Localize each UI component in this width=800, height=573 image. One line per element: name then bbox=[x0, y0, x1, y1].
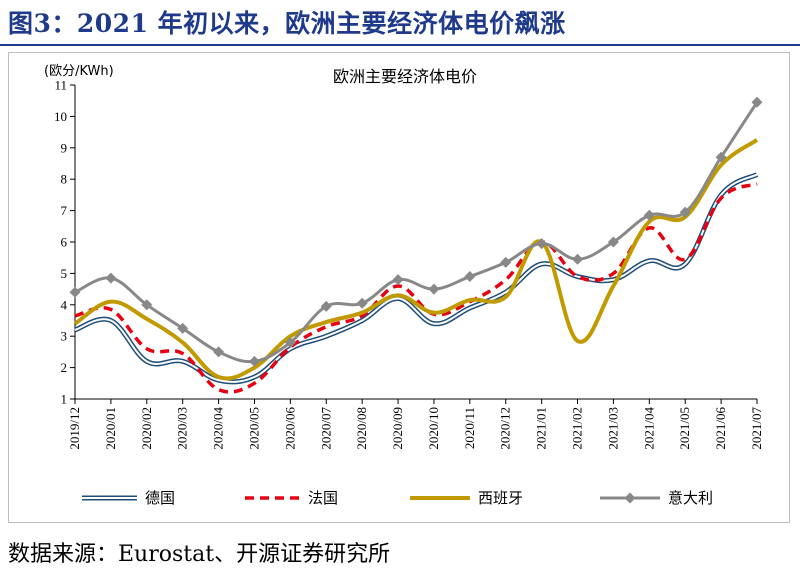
x-tick-label: 2020/12 bbox=[498, 407, 513, 450]
x-tick-label: 2020/05 bbox=[246, 407, 261, 450]
x-tick-label: 2020/08 bbox=[354, 407, 369, 450]
series-4-line bbox=[74, 101, 759, 364]
x-tick-label: 2020/06 bbox=[282, 407, 297, 450]
x-tick-label: 2020/01 bbox=[103, 407, 118, 450]
x-tick-label: 2020/03 bbox=[175, 407, 190, 450]
y-tick-label: 7 bbox=[61, 203, 68, 218]
x-tick-label: 2020/02 bbox=[139, 407, 154, 450]
series-lines bbox=[69, 96, 763, 394]
series-4-point bbox=[715, 151, 727, 163]
legend-2-label: 法国 bbox=[308, 489, 338, 507]
legend: 德国 法国 西班牙 意大利 bbox=[82, 489, 713, 507]
x-tick-label: 2020/09 bbox=[390, 407, 405, 450]
y-tick-label: 8 bbox=[61, 172, 68, 187]
series-4-point bbox=[69, 286, 81, 298]
x-tick-label: 2020/07 bbox=[318, 407, 333, 450]
series-4-point bbox=[572, 253, 584, 265]
x-tick-label: 2021/01 bbox=[534, 407, 549, 450]
x-tick-label: 2021/04 bbox=[641, 407, 656, 450]
y-tick-label: 1 bbox=[61, 392, 68, 407]
series-4-point bbox=[177, 322, 189, 334]
series-4-point bbox=[141, 299, 153, 311]
y-axis-label: (欧分/KWh) bbox=[44, 64, 114, 79]
x-tick-label: 2021/05 bbox=[677, 407, 692, 450]
legend-1-label: 德国 bbox=[145, 489, 175, 507]
chart-frame bbox=[8, 52, 790, 523]
series-4-point bbox=[536, 238, 548, 250]
series-4-point bbox=[213, 346, 225, 358]
y-tick-label: 10 bbox=[54, 109, 67, 124]
x-tick-label: 2020/11 bbox=[462, 407, 477, 449]
x-tick-label: 2020/10 bbox=[426, 407, 441, 450]
x-tick-label: 2019/12 bbox=[67, 407, 82, 450]
series-4-point bbox=[105, 272, 117, 284]
y-tick-label: 11 bbox=[54, 78, 67, 93]
series-4-point bbox=[248, 355, 260, 367]
series-4-point bbox=[284, 336, 296, 348]
y-tick-label: 6 bbox=[61, 235, 68, 250]
series-4-point bbox=[607, 236, 619, 248]
figure-title: 图3：2021 年初以来，欧洲主要经济体电价飙涨 bbox=[8, 9, 566, 38]
y-tick-label: 2 bbox=[61, 360, 68, 375]
series-4-point bbox=[392, 274, 404, 286]
legend-4-label: 意大利 bbox=[668, 489, 713, 507]
y-tick-label: 3 bbox=[61, 329, 68, 344]
series-4-point bbox=[320, 300, 332, 312]
y-tick-label: 5 bbox=[61, 266, 68, 281]
series-4-point bbox=[751, 96, 763, 108]
legend-3-label: 西班牙 bbox=[478, 489, 523, 507]
x-tick-label: 2020/04 bbox=[211, 407, 226, 450]
x-tick-label: 2021/03 bbox=[605, 407, 620, 450]
series-3-line bbox=[73, 138, 759, 381]
series-4-point bbox=[679, 206, 691, 218]
source-note: 数据来源：Eurostat、开源证券研究所 bbox=[8, 542, 391, 567]
y-tick-label: 4 bbox=[61, 297, 68, 312]
series-4-point bbox=[500, 256, 512, 268]
axes: 1 2 3 4 5 6 7 8 9 10 11 2019/12 2020/01 2020/02 2020/0… bbox=[54, 78, 764, 450]
x-tick-label: 2021/02 bbox=[570, 407, 585, 450]
x-tick-label: 2021/06 bbox=[713, 407, 728, 450]
series-4-point bbox=[428, 283, 440, 295]
series-4-point bbox=[356, 297, 368, 309]
legend-4-marker bbox=[624, 492, 636, 504]
series-1-line-inner bbox=[74, 173, 758, 383]
chart-title: 欧洲主要经济体电价 bbox=[333, 67, 477, 86]
x-tick-label: 2021/07 bbox=[749, 407, 764, 450]
y-tick-label: 9 bbox=[61, 140, 68, 155]
series-4-point bbox=[464, 271, 476, 283]
series-4-point bbox=[643, 209, 655, 221]
title-divider bbox=[0, 44, 800, 46]
